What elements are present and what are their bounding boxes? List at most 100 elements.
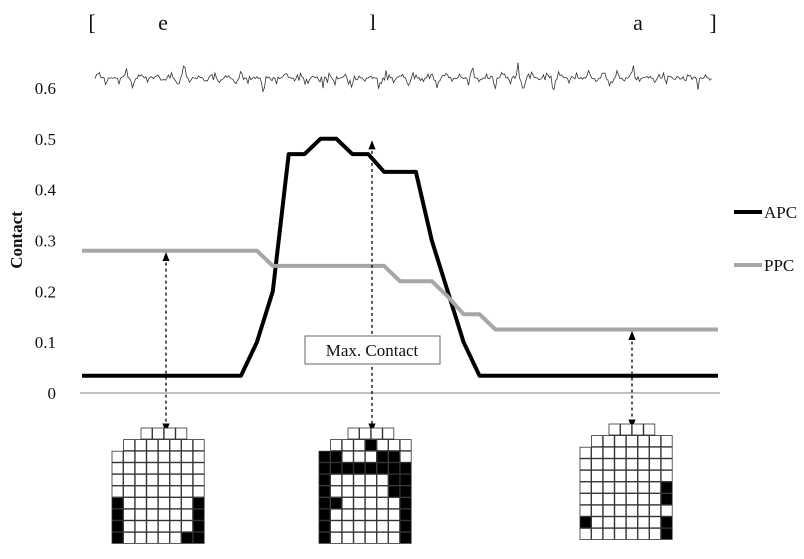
epg-cell: [602, 493, 615, 506]
epg-cell: [146, 473, 159, 486]
epg-cell: [649, 504, 661, 517]
epg-cell: [181, 532, 194, 544]
epg-cell: [169, 439, 182, 452]
epg-cell: [353, 532, 366, 544]
epg-cell: [388, 485, 401, 498]
epg-cell: [111, 532, 124, 544]
epg-cell: [364, 485, 377, 498]
segment-a: a: [633, 10, 643, 35]
series-lines: [82, 136, 718, 378]
epg-cell: [181, 497, 194, 510]
y-tick-label: 0: [48, 384, 57, 403]
palatograms: [111, 423, 673, 544]
epg-cell: [146, 520, 159, 533]
epg-cell: [341, 473, 354, 486]
epg-cell: [660, 504, 673, 517]
epg-cell: [660, 458, 673, 471]
epg-cell: [123, 520, 135, 533]
epg-cell: [399, 520, 412, 533]
epg-cell: [376, 473, 389, 486]
y-tick-label: 0.5: [35, 130, 56, 149]
epg-cell: [399, 462, 412, 475]
epg-cell: [399, 508, 412, 521]
y-axis-label: Contact: [7, 211, 26, 269]
epg-cell: [111, 462, 124, 475]
epg-cell: [341, 508, 354, 521]
palatogram-e: [111, 427, 205, 544]
epg-cell: [376, 520, 389, 533]
epg-cell: [192, 508, 205, 521]
epg-cell: [169, 473, 182, 486]
epg-cell: [382, 427, 395, 440]
epg-cell: [399, 473, 412, 486]
epg-cell: [637, 458, 650, 471]
epg-cell: [111, 508, 124, 521]
epg-cell: [157, 532, 170, 544]
segment-bracket-close: ]: [709, 10, 716, 35]
epg-cell: [134, 473, 147, 486]
epg-cell: [192, 439, 205, 452]
epg-cell: [614, 446, 627, 459]
epg-cell: [388, 473, 401, 486]
epg-cell: [614, 516, 627, 529]
epg-cell: [579, 528, 592, 540]
y-tick-label: 0.6: [35, 79, 56, 98]
epg-cell: [134, 485, 147, 498]
epg-cell: [626, 435, 638, 448]
epg-cell: [330, 497, 343, 510]
epg-cell: [579, 493, 592, 506]
epg-cell: [591, 493, 603, 506]
epg-cell: [637, 504, 650, 517]
epg-cell: [579, 458, 592, 471]
epg-cell: [353, 473, 366, 486]
epg-cell: [649, 446, 661, 459]
epg-cell: [614, 528, 627, 540]
epg-cell: [399, 450, 412, 463]
epg-cell: [146, 439, 159, 452]
epg-cell: [181, 450, 194, 463]
epg-cell: [157, 497, 170, 510]
segment-l: l: [370, 10, 376, 35]
epg-cell: [134, 462, 147, 475]
epg-cell: [579, 446, 592, 459]
epg-cell: [388, 462, 401, 475]
epg-cell: [359, 427, 372, 440]
y-tick-label: 0.4: [35, 181, 57, 200]
epg-cell: [157, 462, 170, 475]
epg-cell: [169, 450, 182, 463]
epg-cell: [353, 485, 366, 498]
legend-label-apc: APC: [764, 203, 797, 222]
epg-cell: [626, 504, 638, 517]
epg-cell: [388, 497, 401, 510]
epg-cell: [660, 528, 673, 540]
epg-cell: [192, 450, 205, 463]
epg-cell: [631, 423, 644, 436]
epg-cell: [192, 497, 205, 510]
epg-cell: [626, 516, 638, 529]
epg-cell: [626, 493, 638, 506]
epg-cell: [192, 532, 205, 544]
epg-cell: [637, 481, 650, 494]
epg-cell: [614, 493, 627, 506]
epg-cell: [111, 485, 124, 498]
epg-cell: [602, 516, 615, 529]
epg-cell: [353, 439, 366, 452]
epg-cell: [649, 481, 661, 494]
epg-cell: [364, 439, 377, 452]
epg-cell: [626, 446, 638, 459]
epg-cell: [399, 497, 412, 510]
epg-cell: [146, 485, 159, 498]
epg-cell: [591, 516, 603, 529]
epg-cell: [146, 508, 159, 521]
epg-cell: [591, 528, 603, 540]
epg-cell: [602, 458, 615, 471]
epg-cell: [123, 462, 135, 475]
epg-cell: [341, 450, 354, 463]
epg-cell: [364, 462, 377, 475]
y-tick-label: 0.3: [35, 232, 56, 251]
epg-cell: [388, 520, 401, 533]
epg-cell: [169, 485, 182, 498]
palatogram-a: [579, 423, 673, 540]
epg-cell: [123, 485, 135, 498]
epg-cell: [660, 446, 673, 459]
